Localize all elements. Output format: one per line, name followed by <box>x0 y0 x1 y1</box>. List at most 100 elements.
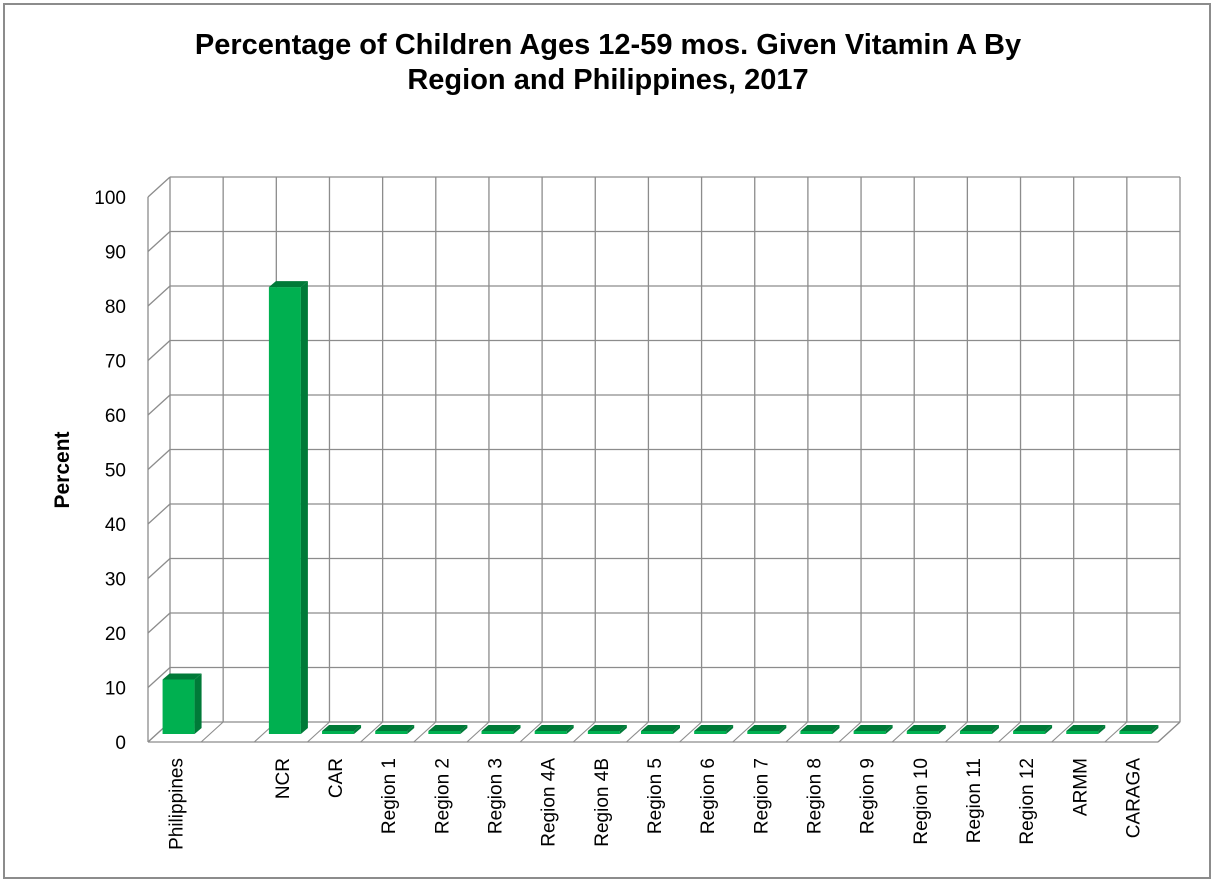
floor-divider <box>519 721 543 743</box>
bar-front-face <box>428 731 461 734</box>
x-tick-label: Region 8 <box>804 758 825 834</box>
bar-side-face <box>832 725 840 734</box>
floor-divider <box>1051 721 1075 743</box>
x-tick-label: Region 2 <box>432 758 453 834</box>
x-tick-label: NCR <box>273 758 294 799</box>
y-tick-labels: 0 10 20 30 40 50 60 70 80 90 100 <box>94 188 126 754</box>
bar-side-face <box>1151 725 1159 734</box>
chart-title: Percentage of Children Ages 12-59 mos. G… <box>194 29 1022 96</box>
floor-divider <box>413 721 437 743</box>
x-tick-labels: Philippines NCR CAR Region 1 Region 2 Region … <box>167 758 1145 850</box>
bar-front-face <box>906 731 939 734</box>
bar-top-face <box>959 725 999 731</box>
y-tick-label: 50 <box>105 461 126 482</box>
x-tick-label: CAR <box>326 758 347 798</box>
bar-front-face <box>641 731 673 734</box>
bar-side-face <box>1045 725 1053 734</box>
bar <box>853 725 893 734</box>
side-wall-gridline <box>147 285 171 307</box>
bar-top-face <box>375 725 415 731</box>
bar <box>268 281 308 734</box>
bar <box>481 725 521 734</box>
bar-side-face <box>779 725 787 734</box>
y-tick-label: 10 <box>105 679 126 700</box>
bar-front-face <box>747 731 780 734</box>
bar-top-face <box>906 725 946 731</box>
bar <box>800 725 840 734</box>
bar <box>322 725 362 734</box>
x-tick-label: Region 9 <box>858 758 879 834</box>
bar-top-face <box>853 725 893 731</box>
bar-side-face <box>513 725 521 734</box>
x-tick-label: Region 6 <box>698 758 719 834</box>
bar-front-face <box>1119 731 1152 734</box>
bar-front-face <box>587 731 620 734</box>
bar-front-face <box>853 731 886 734</box>
bar <box>906 725 946 734</box>
floor-divider <box>679 721 702 743</box>
floor-divider <box>891 721 915 743</box>
bar-front-face <box>268 287 301 734</box>
bar-top-face <box>1119 725 1159 731</box>
bar-top-face <box>162 673 202 680</box>
bar <box>162 673 202 734</box>
bar-front-face <box>800 731 833 734</box>
floor-divider <box>998 721 1021 743</box>
bar-layer <box>162 281 1159 734</box>
bar-front-face <box>481 731 514 734</box>
bar-side-face <box>673 725 680 734</box>
bar-top-face <box>1013 725 1053 731</box>
bar <box>641 725 680 734</box>
bar-front-face <box>162 679 195 734</box>
y-axis-title: Percent <box>51 431 74 508</box>
bar <box>959 725 999 734</box>
side-wall-gridline <box>147 449 171 470</box>
floor-divider <box>466 721 490 743</box>
side-wall-gridline <box>147 558 171 579</box>
x-tick-label: Region 12 <box>1017 758 1038 845</box>
y-tick-label: 0 <box>115 733 126 754</box>
bar-side-face <box>566 725 574 734</box>
grid-layer <box>147 176 1181 743</box>
y-tick-label: 40 <box>105 515 126 536</box>
floor-divider <box>360 721 384 743</box>
bar-top-face <box>641 725 680 731</box>
floor-divider <box>1157 721 1181 743</box>
bar-top-face <box>534 725 574 731</box>
bar-top-face <box>322 725 362 731</box>
x-tick-label: CARAGA <box>1123 758 1144 839</box>
y-tick-label: 20 <box>105 624 126 645</box>
y-tick-label: 80 <box>105 297 126 318</box>
floor-divider <box>1104 721 1128 743</box>
bar <box>1119 725 1159 734</box>
bar-front-face <box>959 731 992 734</box>
x-tick-label: Philippines <box>167 758 188 850</box>
bar-front-face <box>375 731 408 734</box>
floor-divider <box>572 721 596 743</box>
x-tick-label: Region 7 <box>751 758 772 834</box>
bar-side-face <box>619 725 627 734</box>
bar-side-face <box>1098 725 1106 734</box>
x-tick-label: Region 5 <box>645 758 666 834</box>
bar <box>1013 725 1053 734</box>
floor-divider <box>732 721 756 743</box>
floor-divider <box>200 721 224 743</box>
bar-top-face <box>1066 725 1106 731</box>
y-tick-label: 70 <box>105 352 126 373</box>
side-wall-gridline <box>147 612 171 634</box>
bar <box>375 725 415 734</box>
x-tick-label: ARMM <box>1070 758 1091 816</box>
bar-side-face <box>460 725 468 734</box>
y-tick-label: 90 <box>105 243 126 264</box>
floor-divider <box>785 721 809 743</box>
bar-side-face <box>194 673 202 734</box>
bar-side-face <box>407 725 415 734</box>
floor-divider <box>307 721 330 743</box>
side-wall-gridline <box>147 394 171 416</box>
floor-divider <box>838 721 862 743</box>
bar <box>587 725 627 734</box>
x-tick-label: Region 4A <box>539 758 560 847</box>
bar <box>747 725 787 734</box>
side-wall-gridline <box>147 667 171 688</box>
